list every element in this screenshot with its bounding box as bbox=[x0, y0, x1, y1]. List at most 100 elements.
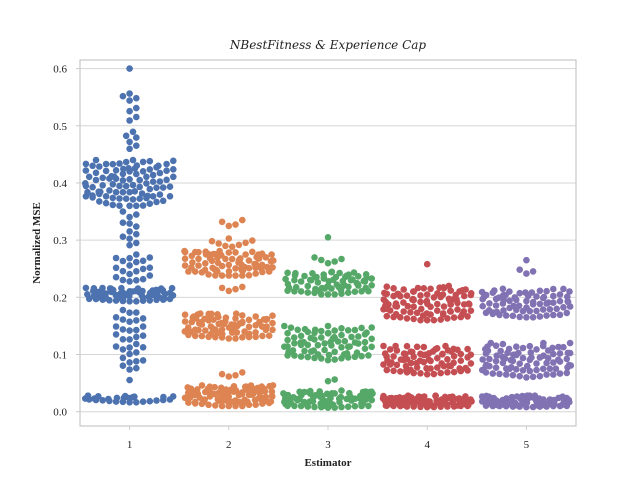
data-point-estimator-2 bbox=[217, 384, 225, 392]
data-point-estimator-1 bbox=[136, 183, 143, 191]
data-point-estimator-1 bbox=[156, 178, 164, 185]
data-point-estimator-5 bbox=[565, 361, 573, 369]
data-point-estimator-3 bbox=[344, 403, 352, 411]
data-point-estimator-1 bbox=[85, 173, 93, 181]
data-point-estimator-3 bbox=[318, 256, 325, 264]
data-point-estimator-5 bbox=[486, 300, 493, 307]
data-point-estimator-5 bbox=[516, 313, 523, 321]
data-point-estimator-3 bbox=[297, 353, 305, 360]
data-point-estimator-4 bbox=[440, 310, 447, 317]
data-point-estimator-1 bbox=[119, 276, 127, 284]
data-point-estimator-5 bbox=[527, 349, 535, 356]
data-point-estimator-3 bbox=[344, 327, 352, 334]
data-point-estimator-4 bbox=[467, 351, 475, 359]
data-point-estimator-1 bbox=[139, 315, 147, 322]
data-point-estimator-2 bbox=[210, 250, 218, 258]
data-point-estimator-1 bbox=[133, 317, 140, 324]
data-point-estimator-1 bbox=[119, 316, 127, 323]
data-point-estimator-1 bbox=[99, 182, 106, 189]
data-point-estimator-2 bbox=[252, 329, 259, 336]
data-point-estimator-2 bbox=[192, 248, 199, 256]
data-point-estimator-1 bbox=[109, 181, 117, 188]
data-point-estimator-2 bbox=[218, 402, 226, 410]
data-point-estimator-1 bbox=[120, 165, 127, 173]
data-point-estimator-1 bbox=[133, 333, 140, 341]
data-point-estimator-2 bbox=[245, 272, 253, 279]
data-point-estimator-5 bbox=[479, 356, 487, 363]
data-point-estimator-5 bbox=[533, 293, 540, 300]
data-point-estimator-1 bbox=[146, 166, 154, 173]
data-point-estimator-5 bbox=[550, 285, 557, 293]
data-point-estimator-5 bbox=[543, 287, 550, 295]
data-point-estimator-1 bbox=[149, 171, 157, 179]
x-tick-label: 3 bbox=[325, 439, 331, 451]
data-point-estimator-4 bbox=[388, 394, 396, 402]
y-axis-label: Normalized MSE bbox=[31, 202, 43, 284]
data-point-estimator-1 bbox=[149, 193, 157, 200]
data-point-estimator-4 bbox=[420, 343, 428, 351]
x-tick-label: 2 bbox=[226, 439, 232, 451]
data-point-estimator-1 bbox=[126, 90, 133, 97]
data-point-estimator-5 bbox=[524, 362, 531, 370]
data-point-estimator-1 bbox=[169, 393, 177, 400]
data-point-estimator-2 bbox=[239, 272, 246, 279]
data-point-estimator-5 bbox=[528, 354, 535, 361]
data-point-estimator-4 bbox=[440, 303, 448, 310]
data-point-estimator-4 bbox=[392, 300, 400, 307]
data-point-estimator-1 bbox=[126, 235, 133, 242]
data-point-estimator-2 bbox=[269, 264, 276, 271]
data-point-estimator-2 bbox=[191, 326, 199, 334]
data-point-estimator-3 bbox=[284, 343, 291, 350]
data-point-estimator-5 bbox=[526, 342, 534, 350]
y-ticks: 0.0 0.1 0.2 0.3 0.4 0.5 0.6 bbox=[53, 64, 80, 419]
data-point-estimator-5 bbox=[536, 300, 544, 308]
data-point-estimator-5 bbox=[513, 366, 520, 373]
data-point-estimator-5 bbox=[508, 364, 515, 371]
data-point-estimator-1 bbox=[133, 349, 140, 356]
data-point-estimator-1 bbox=[170, 157, 177, 165]
data-point-estimator-1 bbox=[112, 188, 120, 196]
data-point-estimator-5 bbox=[502, 312, 510, 319]
data-point-estimator-4 bbox=[462, 364, 470, 372]
data-point-estimator-5 bbox=[550, 359, 557, 366]
data-point-estimator-4 bbox=[441, 393, 449, 401]
data-point-estimator-1 bbox=[119, 188, 127, 196]
data-point-estimator-1 bbox=[129, 196, 137, 203]
data-point-estimator-4 bbox=[464, 345, 471, 353]
data-point-estimator-4 bbox=[462, 393, 469, 400]
data-point-estimator-4 bbox=[444, 369, 451, 376]
data-point-estimator-2 bbox=[191, 332, 199, 340]
data-point-estimator-2 bbox=[232, 272, 239, 279]
data-point-estimator-3 bbox=[289, 347, 297, 354]
data-point-estimator-3 bbox=[290, 334, 298, 341]
data-point-estimator-1 bbox=[133, 202, 140, 210]
data-point-estimator-2 bbox=[239, 318, 246, 326]
data-point-estimator-4 bbox=[465, 300, 473, 308]
y-tick-label: 0.6 bbox=[53, 64, 67, 76]
data-point-estimator-1 bbox=[133, 340, 140, 348]
data-point-estimator-2 bbox=[252, 270, 259, 277]
data-point-estimator-1 bbox=[139, 357, 147, 364]
data-point-estimator-3 bbox=[324, 377, 332, 385]
data-point-estimator-3 bbox=[311, 326, 319, 334]
data-point-estimator-1 bbox=[156, 169, 164, 177]
data-point-estimator-2 bbox=[225, 335, 233, 342]
data-point-estimator-1 bbox=[126, 270, 133, 278]
data-point-estimator-5 bbox=[523, 256, 530, 264]
data-point-estimator-1 bbox=[119, 306, 127, 314]
data-point-estimator-4 bbox=[421, 393, 428, 400]
data-point-estimator-1 bbox=[153, 198, 160, 206]
data-point-estimator-1 bbox=[139, 344, 147, 351]
data-point-estimator-4 bbox=[402, 362, 410, 370]
data-point-estimator-5 bbox=[519, 344, 527, 352]
data-point-estimator-5 bbox=[543, 312, 550, 319]
data-point-estimator-3 bbox=[292, 269, 299, 277]
data-point-estimator-5 bbox=[513, 343, 520, 351]
data-point-estimator-1 bbox=[126, 188, 133, 196]
data-point-estimator-1 bbox=[109, 194, 117, 202]
data-point-estimator-4 bbox=[445, 282, 453, 290]
data-point-estimator-3 bbox=[311, 403, 318, 411]
data-point-estimator-1 bbox=[139, 265, 147, 273]
data-point-estimator-2 bbox=[195, 255, 202, 263]
data-point-estimator-1 bbox=[163, 167, 170, 174]
